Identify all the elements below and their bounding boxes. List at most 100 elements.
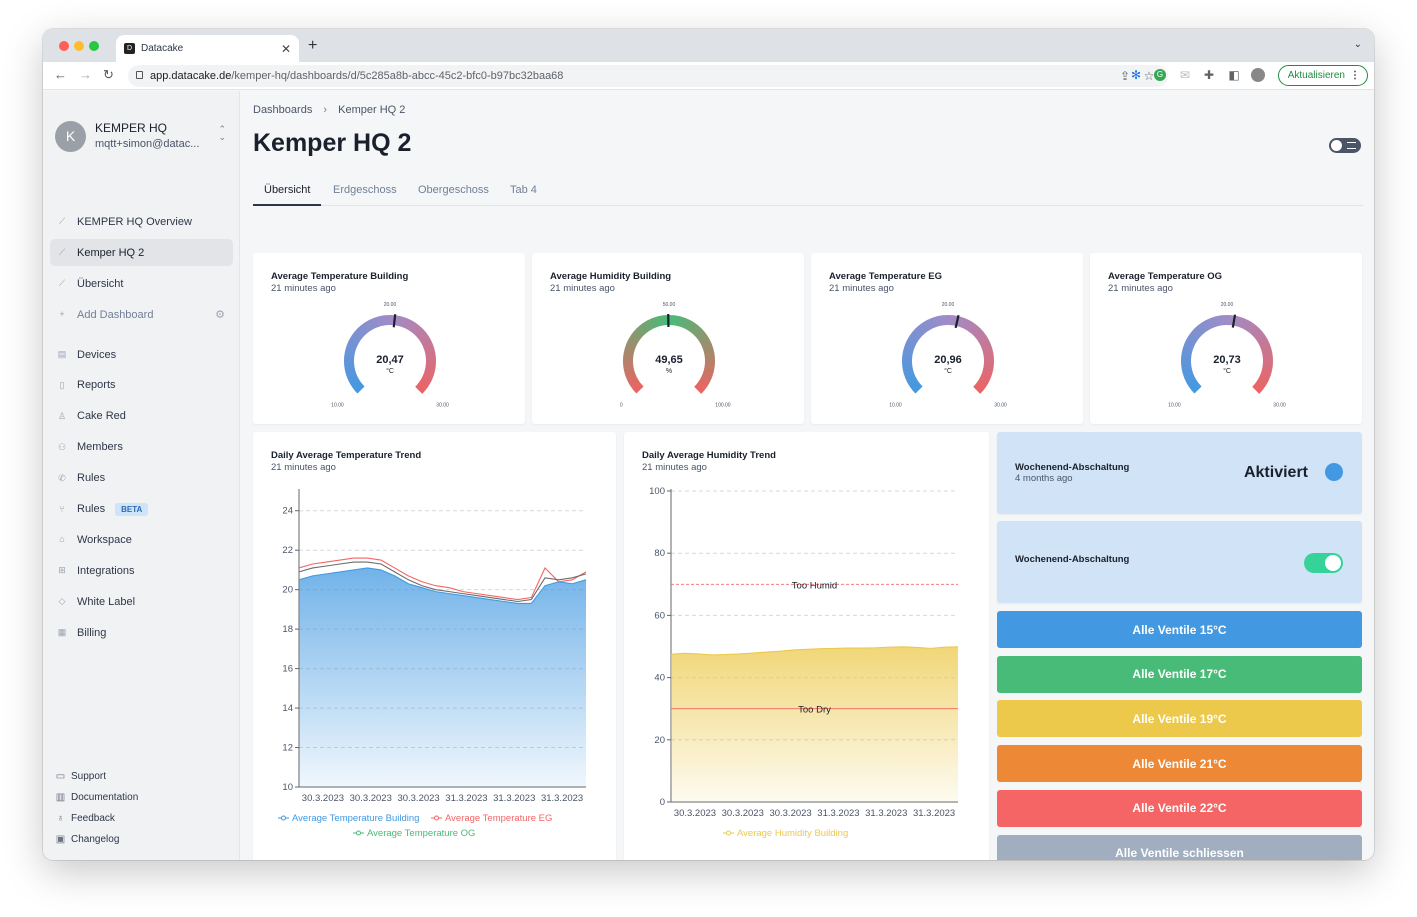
gauge-max-label: 30.00 [436,402,449,408]
valve-button-3[interactable]: Alle Ventile 19°C [997,700,1362,738]
tab-2[interactable]: Erdgeschoss [333,184,397,196]
bookmark-star-icon[interactable]: ☆ [1143,69,1155,83]
gauge-arc-segment [975,331,987,342]
back-arrow-icon[interactable]: ← [54,67,67,82]
minimize-window-icon[interactable] [74,41,84,51]
browser-tab-bar: D Datacake ✕ + ⌄ [43,29,1374,62]
extension-mail-icon[interactable]: ✉ [1179,68,1191,82]
gauge-arc-segment [685,320,695,332]
sidebar-item-members[interactable]: ⚇ Members [50,434,233,461]
plus-square-icon: ⊞ [58,565,66,576]
sidebar-item-rules-beta[interactable]: ⑂ Rules BETA [50,496,233,523]
breadcrumb-current: Kemper HQ 2 [338,104,406,116]
gauge-arc-segment [1181,367,1193,375]
maximize-window-icon[interactable] [89,41,99,51]
valve-button-5[interactable]: Alle Ventile 22°C [997,789,1362,827]
legend-item[interactable]: Average Temperature Building [278,813,419,824]
weekend-switch-toggle[interactable] [1304,553,1343,573]
gauge-title: Average Temperature Building [271,271,409,282]
gauge-arc-segment [964,320,974,332]
gauge-arc-segment [1260,371,1272,380]
sidebar-item-integrations[interactable]: ⊞ Integrations [50,557,233,584]
gauge-arc-segment [421,339,433,348]
gauge-value: 49,65 [655,354,683,366]
org-switcher[interactable]: K KEMPER HQ mqtt+simon@datac... ⌃ ⌄ [55,119,230,153]
sidebar-item-label: Devices [77,348,117,361]
toggle-knob [1325,555,1341,571]
gauge-arc-segment [696,331,708,342]
gauge-arc-segment [364,320,374,332]
sidebar-dashboard-1[interactable]: ⟋ KEMPER HQ Overview [50,208,233,235]
forward-arrow-icon[interactable]: → [79,67,92,82]
sidebar-footer-label: Documentation [71,792,139,803]
edit-mode-toggle[interactable] [1329,138,1361,153]
valve-button-4[interactable]: Alle Ventile 21°C [997,745,1362,783]
sidebar-footer-support[interactable]: ▭ Support [55,771,106,782]
close-window-icon[interactable] [59,41,69,51]
x-tick-label: 30.3.2023 [302,793,344,804]
home-icon: ⌂ [59,534,65,545]
breadcrumb-dashboards[interactable]: Dashboards [253,104,313,116]
gauge-arc-segment [1262,352,1273,358]
gauge-arc-segment [344,364,355,370]
browser-tab[interactable]: D Datacake ✕ [116,35,299,62]
gauge-arc-segment [698,377,710,387]
extension-snowflake-icon[interactable]: ✻ [1130,68,1142,82]
extensions-puzzle-icon[interactable]: ✚ [1203,68,1215,82]
sidebar-item-reports[interactable]: ▯ Reports [50,372,233,399]
gear-icon[interactable]: ⚙ [215,309,225,321]
tab-1[interactable]: Übersicht [252,184,323,206]
gauge-arc-segment [419,377,431,387]
sidebar-dashboard-3[interactable]: ⟋ Übersicht [50,270,233,297]
more-menu-icon[interactable]: ⋮ [1350,70,1360,81]
valve-button-6[interactable]: Alle Ventile schliessen [997,834,1362,860]
address-bar[interactable]: app.datacake.de/kemper-hq/dashboards/d/5… [128,65,1168,87]
gauge-unit: % [666,368,672,375]
legend-item[interactable]: Average Humidity Building [723,828,848,839]
sidebar-item-label: Billing [77,626,107,639]
tab-4[interactable]: Tab 4 [510,184,537,196]
legend-label: Average Humidity Building [737,828,848,839]
gauge-arc-segment [1258,374,1270,384]
gauge-arc-segment [1181,364,1192,370]
sidebar-item-label: Members [77,441,123,454]
sidebar-item-cake-red[interactable]: ♙ Cake Red [50,403,233,430]
sidebar-dashboard-2[interactable]: ⟋ Kemper HQ 2 [50,239,233,266]
sidebar-item-billing[interactable]: ▦ Billing [50,619,233,646]
sidebar-dashboard-4[interactable]: + Add Dashboard ⚙ [50,301,233,328]
sidebar-item-white-label[interactable]: ◇ White Label [50,588,233,615]
sidebar-footer-changelog[interactable]: ▣ Changelog [55,834,120,845]
gauge-arc-segment [1218,315,1224,326]
tab-3[interactable]: Obergeschoss [418,184,489,196]
valve-button-2[interactable]: Alle Ventile 17°C [997,655,1362,693]
valve-button-1[interactable]: Alle Ventile 15°C [997,611,1362,648]
sidebar-item-rules[interactable]: ✆ Rules [50,465,233,492]
legend-item[interactable]: Average Temperature OG [353,828,475,839]
gauge-arc-segment [1240,318,1250,330]
breadcrumb: Dashboards › Kemper HQ 2 [253,104,405,116]
sidebar-footer-feedback[interactable]: ♁ Feedback [55,813,115,824]
sidebar-footer-documentation[interactable]: ▥ Documentation [55,792,139,803]
sidebar-item-devices[interactable]: ▤ Devices [50,341,233,368]
extension-grammarly-icon[interactable]: G [1154,69,1166,81]
side-panel-icon[interactable]: ◧ [1228,68,1240,82]
chevron-up-down-icon[interactable]: ⌃ ⌄ [218,124,226,142]
gauge-arc-segment [344,367,356,375]
new-tab-icon[interactable]: + [308,37,318,54]
profile-avatar-icon[interactable] [1251,68,1265,82]
org-name: KEMPER HQ [95,121,168,135]
gauge-arc-segment [1256,377,1268,387]
gauge-arc-segment [423,371,435,380]
sidebar-item-workspace[interactable]: ⌂ Workspace [50,526,233,553]
sidebar-footer-label: Changelog [71,834,120,845]
gauge-arc-segment [1188,331,1200,342]
share-icon[interactable]: ⇪ [1119,69,1131,83]
reload-icon[interactable]: ↻ [103,67,114,82]
weekend-switch-card: Wochenend-Abschaltung [997,521,1362,603]
update-button[interactable]: Aktualisieren ⋮ [1277,65,1368,86]
gauge-arc-segment [347,338,359,348]
legend-item[interactable]: Average Temperature EG [431,813,552,824]
tab-search-chevron-icon[interactable]: ⌄ [1353,39,1362,50]
gauge-arc-segment [1182,371,1194,379]
close-tab-icon[interactable]: ✕ [280,41,291,56]
